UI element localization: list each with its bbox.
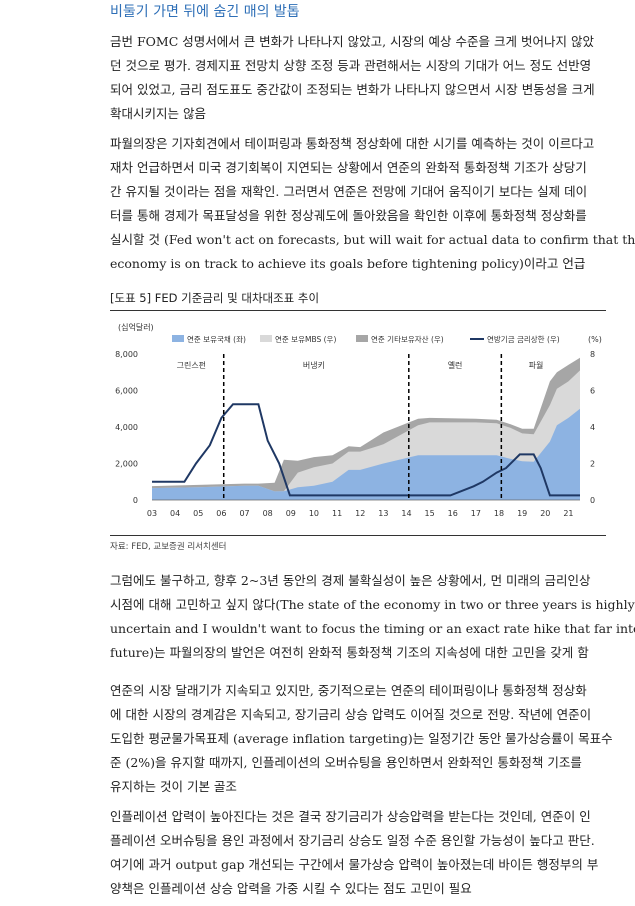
text-line: 확대시키지는 않음 — [110, 106, 206, 121]
area-treasury — [152, 408, 580, 500]
legend-swatch-treasury — [172, 335, 184, 342]
text-line: 되어 있었고, 금리 점도표도 중간값이 조정되는 변화가 나타나지 않으면서 … — [110, 82, 595, 97]
x-tick-label: 07 — [239, 509, 249, 518]
x-tick-label: 11 — [332, 509, 342, 518]
text-line: 유지하는 것이 기본 골조 — [110, 779, 237, 794]
line-fed-funds-rate — [152, 403, 580, 497]
right-tick-label: 4 — [590, 423, 595, 432]
text-line: 시점에 대해 고민하고 싶지 않다(The state of the econo… — [110, 597, 635, 612]
paragraph-market-outlook: 연준의 시장 달래기가 지속되고 있지만, 중기적으로는 연준의 테이퍼링이나 … — [110, 679, 613, 799]
paragraph-press-conference: 파월의장은 기자회견에서 테이퍼링과 통화정책 정상화에 대한 시기를 예측하는… — [110, 132, 635, 276]
paragraph-fomc-summary: 금번 FOMC 성명서에서 큰 변화가 나타나지 않았고, 시장의 예상 수준을… — [110, 30, 606, 126]
era-label: 옐런 — [448, 360, 463, 370]
text-line: 간 유지될 것이라는 점을 재확인. 그러면서 연준은 전망에 기대어 움직이기… — [110, 184, 588, 199]
paragraph-inflation-pressure: 인플레이션 압력이 높아진다는 것은 결국 장기금리가 상승압력을 받는다는 것… — [110, 805, 606, 901]
legend-swatch-mbs — [260, 335, 272, 342]
left-axis-unit: (십억달러) — [118, 322, 154, 332]
x-tick-label: 10 — [309, 509, 319, 518]
right-tick-label: 0 — [590, 496, 595, 505]
text-line: 양책은 인플레이션 상승 압력을 가중 시킬 수 있다는 점도 고민이 필요 — [110, 881, 472, 896]
text-line: 여기에 과거 output gap 개선되는 구간에서 물가상승 압력이 높아졌… — [110, 857, 599, 872]
text-line: 터를 통해 경제가 목표달성을 위한 정상궤도에 돌아왔음을 확인한 이후에 통… — [110, 208, 587, 223]
x-tick-label: 03 — [147, 509, 157, 518]
legend-label-mbs: 연준 보유MBS (우) — [275, 335, 336, 344]
text-line: uncertain and I wouldn't want to focus t… — [110, 621, 635, 636]
section-heading: 비둘기 가면 뒤에 숨긴 매의 발톱 — [110, 4, 300, 20]
plot-area: 그린스펀 버냉키 옐런 파월 0 2,000 4,000 6,000 8,000 0 2 4 6 8 03 0… — [115, 350, 595, 518]
text-line: 그럼에도 불구하고, 향후 2~3년 동안의 경제 불확실성이 높은 상황에서,… — [110, 573, 591, 588]
legend-label-rate: 연방기금 금리상한 (우) — [487, 334, 560, 344]
x-tick-label: 21 — [563, 509, 573, 518]
figure-title: [도표 5] FED 기준금리 및 대차대조표 추이 — [110, 291, 320, 305]
text-line: future)는 파월의장의 발언은 여전히 완화적 통화정책 기조의 지속성에… — [110, 645, 589, 660]
right-tick-label: 6 — [590, 387, 595, 396]
figure-bottom-rule — [110, 535, 606, 536]
era-label: 버냉키 — [303, 360, 325, 370]
figure-top-rule — [110, 310, 606, 311]
x-tick-label: 19 — [517, 509, 527, 518]
text-line: 플레이션 오버슈팅을 용인 과정에서 장기금리 상승도 일정 수준 용인할 가능… — [110, 833, 595, 848]
x-tick-label: 04 — [170, 509, 180, 518]
left-tick-label: 8,000 — [115, 350, 138, 359]
text-line: 인플레이션 압력이 높아진다는 것은 결국 장기금리가 상승압력을 받는다는 것… — [110, 809, 591, 824]
text-line: 재차 언급하면서 미국 경기회복이 지연되는 상황에서 연준의 완화적 통화정책… — [110, 160, 587, 175]
chart-legend: 연준 보유국채 (좌) 연준 보유MBS (우) 연준 기타보유자산 (우) 연… — [172, 334, 560, 344]
text-line: 에 대한 시장의 경계감은 지속되고, 장기금리 상승 압력도 이어질 것으로 … — [110, 707, 592, 722]
right-tick-label: 2 — [590, 460, 595, 469]
x-tick-label: 20 — [540, 509, 550, 518]
text-line: 파월의장은 기자회견에서 테이퍼링과 통화정책 정상화에 대한 시기를 예측하는… — [110, 136, 595, 151]
figure-source: 자료: FED, 교보증권 리서치센터 — [110, 542, 227, 552]
x-tick-label: 05 — [193, 509, 203, 518]
text-line: economy is on track to achieve its goals… — [110, 256, 586, 271]
text-line: 실시할 것 (Fed won't act on forecasts, but w… — [110, 232, 635, 247]
text-line: 준 (2%)을 유지할 때까지, 인플레이션의 오버슈팅을 용인하면서 완화적인… — [110, 755, 582, 770]
x-tick-label: 06 — [216, 509, 226, 518]
paragraph-powell-remarks: 그럼에도 불구하고, 향후 2~3년 동안의 경제 불확실성이 높은 상황에서,… — [110, 569, 635, 665]
x-tick-label: 17 — [471, 509, 481, 518]
right-axis-unit: (%) — [588, 335, 602, 344]
legend-swatch-other — [356, 335, 368, 342]
legend-label-other: 연준 기타보유자산 (우) — [371, 334, 444, 344]
left-tick-label: 6,000 — [115, 387, 138, 396]
x-tick-label: 08 — [263, 509, 273, 518]
text-line: 도입한 평균물가목표제 (average inflation targeting… — [110, 731, 613, 746]
left-tick-label: 4,000 — [115, 423, 138, 432]
fed-balance-sheet-chart: (십억달러) (%) 연준 보유국채 (좌) 연준 보유MBS (우) 연준 기… — [115, 322, 602, 518]
text-line: 연준의 시장 달래기가 지속되고 있지만, 중기적으로는 연준의 테이퍼링이나 … — [110, 683, 587, 698]
left-tick-label: 0 — [133, 496, 138, 505]
x-tick-label: 09 — [286, 509, 296, 518]
era-label: 그린스펀 — [177, 360, 206, 370]
x-tick-label: 12 — [355, 509, 365, 518]
text-line: 금번 FOMC 성명서에서 큰 변화가 나타나지 않았고, 시장의 예상 수준을… — [110, 34, 594, 49]
x-tick-label: 18 — [494, 509, 504, 518]
text-line: 던 것으로 평가. 경제지표 전망치 상향 조정 등과 관련해서는 시장의 기대… — [110, 58, 592, 73]
right-tick-label: 8 — [590, 350, 595, 359]
x-tick-label: 16 — [448, 509, 458, 518]
era-label: 파월 — [529, 360, 544, 370]
x-tick-label: 14 — [401, 509, 411, 518]
legend-label-treasury: 연준 보유국채 (좌) — [187, 334, 246, 344]
left-tick-label: 2,000 — [115, 460, 138, 469]
x-tick-label: 15 — [425, 509, 435, 518]
x-tick-label: 13 — [378, 509, 388, 518]
